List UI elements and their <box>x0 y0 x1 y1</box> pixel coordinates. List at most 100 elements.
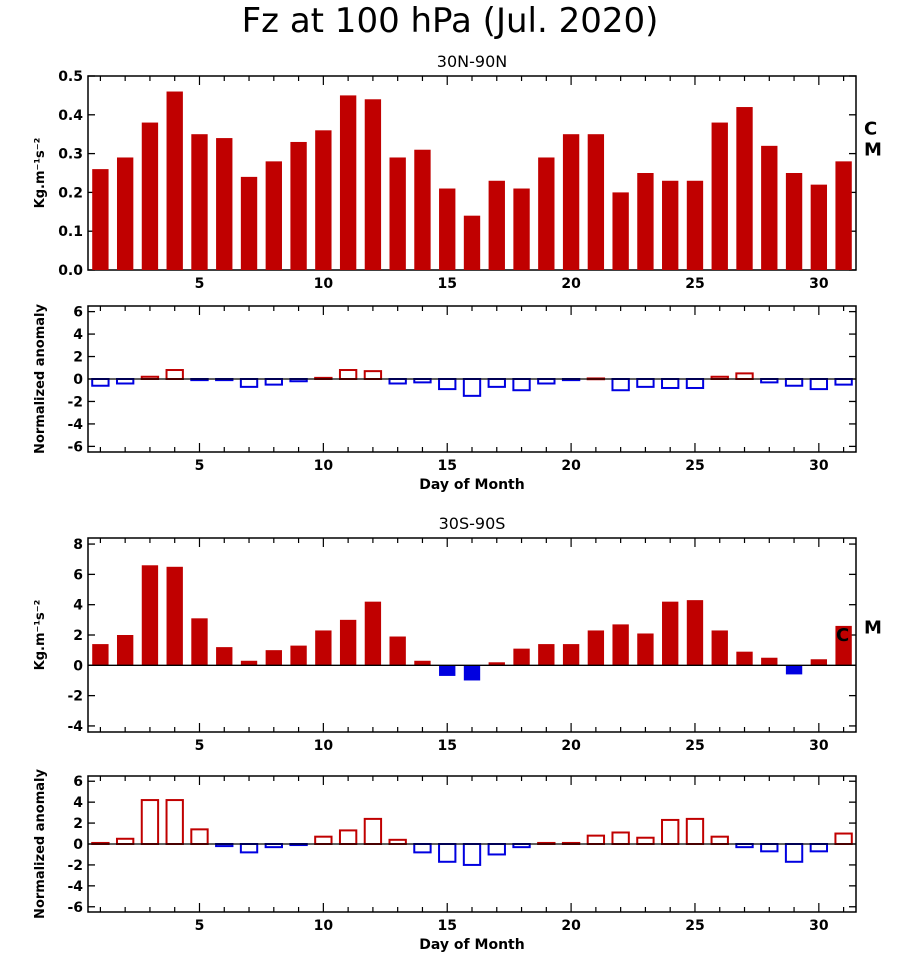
bar-day-31 <box>834 378 853 386</box>
panel-title: 30N-90N <box>437 52 507 71</box>
bar-day-16 <box>463 215 481 270</box>
bar-day-24 <box>661 818 680 846</box>
bar-day-13 <box>389 636 406 666</box>
x-tick-label: 25 <box>685 276 704 292</box>
x-tick-label: 15 <box>437 276 456 292</box>
marker-m: M <box>864 617 882 638</box>
bar-day-16 <box>462 843 482 866</box>
bar-day-28 <box>761 145 778 270</box>
y-tick-label: 0.0 <box>58 263 83 279</box>
bar-day-22 <box>612 192 629 270</box>
x-tick-label: 25 <box>685 918 704 934</box>
bar-day-26 <box>711 630 728 666</box>
chart-main-title: Fz at 100 hPa (Jul. 2020) <box>241 1 659 41</box>
bar-day-5 <box>191 618 208 666</box>
x-axis-label: Day of Month <box>419 477 524 493</box>
bar-day-3 <box>141 122 159 270</box>
bar-day-12 <box>364 99 382 270</box>
y-axis-label: Normalized anomaly <box>33 304 48 454</box>
bar-day-7 <box>239 378 259 388</box>
bar-day-29 <box>784 843 804 863</box>
bar-day-12 <box>363 370 383 380</box>
y-tick-label: 6 <box>73 305 83 321</box>
bar-day-7 <box>239 843 259 854</box>
bar-day-8 <box>265 650 282 666</box>
y-tick-label: 0.1 <box>58 224 83 240</box>
bar-day-14 <box>414 149 431 270</box>
bar-day-25 <box>685 817 705 846</box>
x-tick-label: 5 <box>195 918 205 934</box>
bar-day-13 <box>389 157 406 270</box>
bar-day-2 <box>116 157 134 270</box>
bar-day-18 <box>512 378 531 392</box>
bar-day-3 <box>141 565 159 666</box>
bar-day-30 <box>810 184 828 270</box>
y-tick-label: 6 <box>73 774 83 790</box>
y-tick-label: -4 <box>67 417 83 433</box>
bar-day-10 <box>314 835 333 846</box>
bar-day-17 <box>487 843 506 856</box>
x-tick-label: 20 <box>561 918 581 934</box>
bar-day-24 <box>661 378 680 389</box>
y-tick-label: 0.5 <box>58 69 83 85</box>
x-tick-label: 20 <box>561 276 581 292</box>
x-tick-label: 5 <box>195 458 205 474</box>
marker-m: M <box>864 140 882 161</box>
bar-day-22 <box>611 831 630 846</box>
bar-day-12 <box>363 817 383 846</box>
bar-day-13 <box>388 378 407 385</box>
bar-day-27 <box>735 372 754 380</box>
x-tick-label: 20 <box>561 738 581 754</box>
bar-day-5 <box>191 134 208 270</box>
y-tick-label: 4 <box>73 598 83 614</box>
bar-day-19 <box>538 157 555 270</box>
bar-day-15 <box>439 188 456 270</box>
bar-day-31 <box>835 625 852 666</box>
bar-day-6 <box>216 138 233 270</box>
bar-day-30 <box>810 659 828 666</box>
bar-day-7 <box>240 660 258 666</box>
bar-day-17 <box>488 180 505 270</box>
bar-day-6 <box>216 647 233 666</box>
x-tick-label: 10 <box>314 738 334 754</box>
marker-c: C <box>864 118 877 139</box>
bar-day-9 <box>290 645 307 666</box>
bar-day-4 <box>166 566 183 666</box>
x-tick-label: 10 <box>314 918 334 934</box>
bar-day-10 <box>315 630 332 666</box>
x-tick-label: 25 <box>685 458 704 474</box>
x-tick-label: 15 <box>437 918 456 934</box>
bar-day-17 <box>487 378 506 388</box>
bar-day-18 <box>513 188 530 270</box>
y-tick-label: 2 <box>73 350 83 366</box>
y-tick-label: 0 <box>73 837 83 853</box>
x-tick-label: 5 <box>195 738 205 754</box>
y-tick-label: -6 <box>67 900 83 916</box>
bar-day-31 <box>835 161 852 270</box>
x-tick-label: 30 <box>809 738 829 754</box>
bar-day-31 <box>834 832 853 845</box>
bar-day-21 <box>587 134 605 270</box>
bar-day-2 <box>116 635 134 666</box>
y-tick-label: -2 <box>67 689 83 705</box>
bar-day-20 <box>562 644 580 666</box>
y-tick-label: 4 <box>73 327 83 343</box>
bar-day-24 <box>662 180 679 270</box>
y-tick-label: 0 <box>73 372 83 388</box>
bar-day-27 <box>736 107 753 270</box>
y-tick-label: 0 <box>73 658 83 674</box>
bar-day-4 <box>165 799 184 845</box>
bar-day-30 <box>809 843 829 853</box>
y-tick-label: 6 <box>73 567 83 583</box>
y-tick-label: -2 <box>67 858 83 874</box>
bar-day-11 <box>339 95 357 271</box>
bar-day-28 <box>760 843 779 853</box>
y-tick-label: -2 <box>67 394 83 410</box>
bar-day-21 <box>587 630 605 666</box>
bar-day-23 <box>636 378 655 388</box>
bar-day-15 <box>439 665 456 676</box>
y-tick-label: -6 <box>67 439 83 455</box>
y-axis-label: Normalized anomaly <box>33 769 48 919</box>
x-tick-label: 15 <box>437 458 456 474</box>
